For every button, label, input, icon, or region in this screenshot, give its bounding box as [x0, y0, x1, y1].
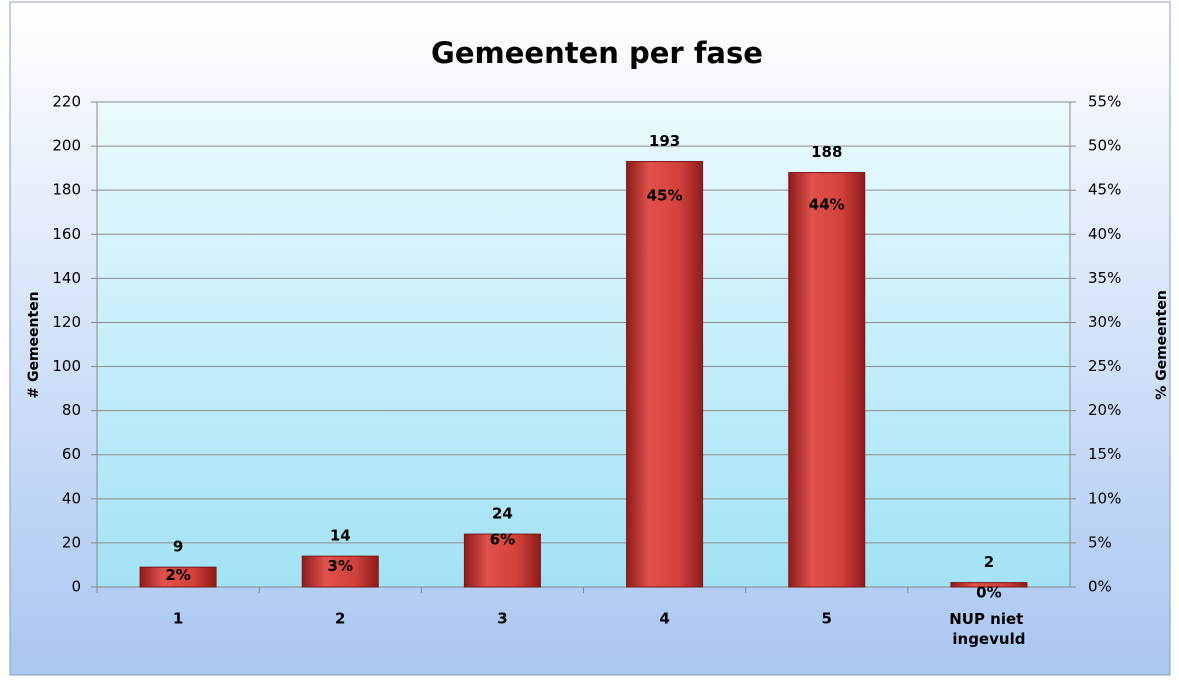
data-label: 24 [492, 505, 513, 523]
x-tick-label: 4 [659, 610, 669, 628]
y2-tick-label: 10% [1088, 489, 1121, 507]
y2-tick-label: 25% [1088, 357, 1121, 375]
plot-area [97, 102, 1070, 587]
x-tick-label: 1 [173, 610, 183, 628]
y-axis-label: # Gemeenten [26, 291, 42, 398]
y2-tick-label: 0% [1088, 578, 1112, 596]
y2-axis-label: % Gemeenten [1154, 290, 1170, 400]
y-tick-label: 220 [52, 93, 81, 111]
percent-label: 6% [490, 531, 515, 549]
y2-tick-label: 15% [1088, 445, 1121, 463]
y-tick-label: 160 [52, 225, 81, 243]
bar [788, 172, 866, 588]
y-tick-label: 180 [52, 181, 81, 199]
y-tick-label: 120 [52, 313, 81, 331]
data-label: 2 [984, 553, 994, 571]
data-label: 193 [649, 132, 680, 150]
x-tick-label: 2 [335, 610, 345, 628]
y-tick-label: 100 [52, 357, 81, 375]
y-tick-label: 140 [52, 269, 81, 287]
data-label: 188 [811, 143, 842, 161]
x-tick-label: 3 [497, 610, 507, 628]
y-tick-label: 20 [62, 533, 81, 551]
y2-tick-label: 55% [1088, 93, 1121, 111]
y2-tick-label: 30% [1088, 313, 1121, 331]
percent-label: 45% [647, 187, 683, 205]
data-label: 9 [173, 538, 183, 556]
y-tick-label: 80 [62, 401, 81, 419]
y-tick-label: 200 [52, 137, 81, 155]
y2-tick-label: 20% [1088, 401, 1121, 419]
bar [950, 582, 1028, 588]
percent-label: 2% [165, 566, 190, 584]
bar [301, 555, 379, 588]
y2-tick-label: 5% [1088, 533, 1112, 551]
bar [626, 161, 704, 588]
x-tick-label: NUP niet ingevuld [949, 610, 1028, 648]
bar [463, 533, 541, 588]
chart-title: Gemeenten per fase [431, 36, 763, 70]
percent-label: 0% [976, 584, 1001, 602]
y-tick-label: 0 [71, 578, 81, 596]
y-tick-label: 40 [62, 489, 81, 507]
y-tick-label: 60 [62, 445, 81, 463]
y2-tick-label: 45% [1088, 181, 1121, 199]
bar [139, 566, 217, 588]
y2-tick-label: 35% [1088, 269, 1121, 287]
percent-label: 44% [809, 196, 845, 214]
percent-label: 3% [328, 557, 353, 575]
x-tick-label: 5 [822, 610, 832, 628]
data-label: 14 [330, 527, 351, 545]
y2-tick-label: 40% [1088, 225, 1121, 243]
y2-tick-label: 50% [1088, 137, 1121, 155]
